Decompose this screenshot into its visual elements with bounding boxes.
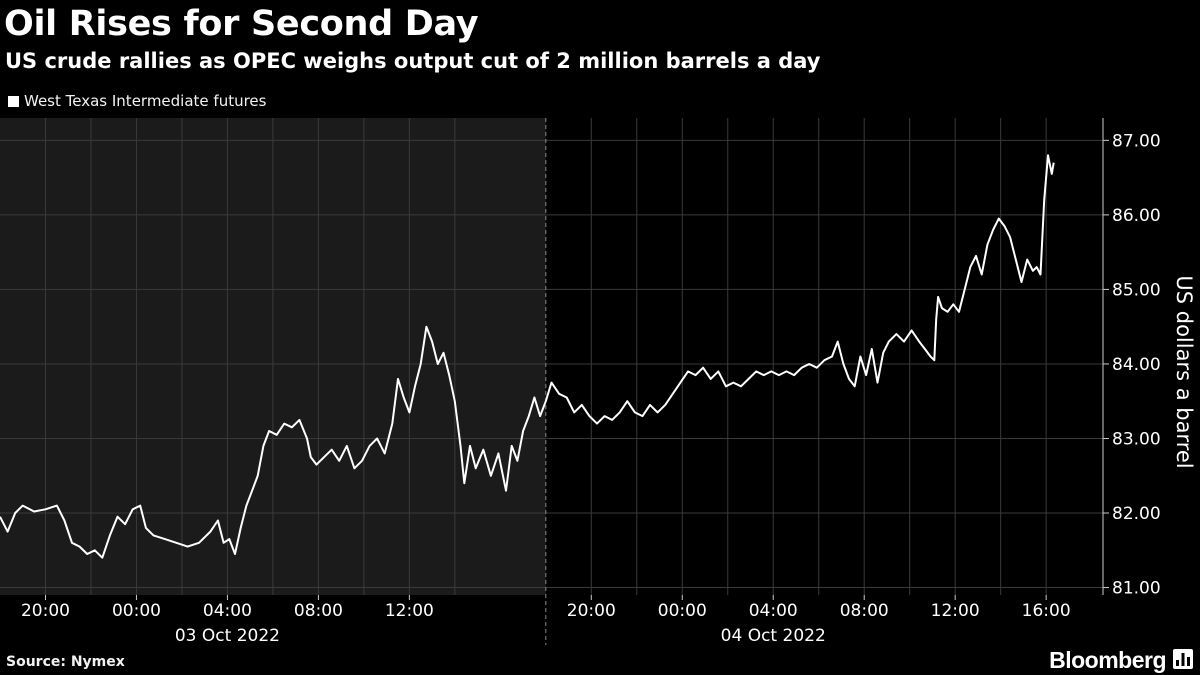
legend-swatch xyxy=(8,95,19,107)
y-tick-label: 87.00 xyxy=(1112,131,1161,151)
y-tick-label: 86.00 xyxy=(1112,206,1161,226)
x-tick-label: 16:00 xyxy=(1022,601,1071,621)
x-day-label: 04 Oct 2022 xyxy=(721,626,826,646)
source-note: Source: Nymex xyxy=(6,654,125,670)
x-tick-label: 20:00 xyxy=(21,601,70,621)
x-tick-label: 08:00 xyxy=(294,601,343,621)
x-tick-label: 00:00 xyxy=(112,601,161,621)
chart-title: Oil Rises for Second Day xyxy=(4,4,479,44)
legend: West Texas Intermediate futures xyxy=(8,91,266,111)
x-tick-label: 08:00 xyxy=(840,601,889,621)
y-tick-label: 81.00 xyxy=(1112,579,1161,599)
x-tick-label: 04:00 xyxy=(749,601,798,621)
y-tick-label: 82.00 xyxy=(1112,504,1161,524)
x-tick-label: 12:00 xyxy=(931,601,980,621)
x-tick-label: 00:00 xyxy=(658,601,707,621)
chart-icon xyxy=(1173,649,1193,669)
y-tick-label: 84.00 xyxy=(1112,355,1161,375)
x-tick-label: 12:00 xyxy=(385,601,434,621)
legend-label: West Texas Intermediate futures xyxy=(24,92,267,110)
x-tick-label: 20:00 xyxy=(567,601,616,621)
x-tick-label: 04:00 xyxy=(203,601,252,621)
y-tick-label: 85.00 xyxy=(1112,280,1161,300)
chart-subtitle: US crude rallies as OPEC weighs output c… xyxy=(5,49,821,73)
y-tick-label: 83.00 xyxy=(1112,429,1161,449)
series-line-wti xyxy=(0,154,1055,559)
brand-logo: Bloomberg xyxy=(1049,647,1166,673)
y-axis-title: US dollars a barrel xyxy=(1172,275,1196,468)
x-day-label: 03 Oct 2022 xyxy=(175,626,280,646)
